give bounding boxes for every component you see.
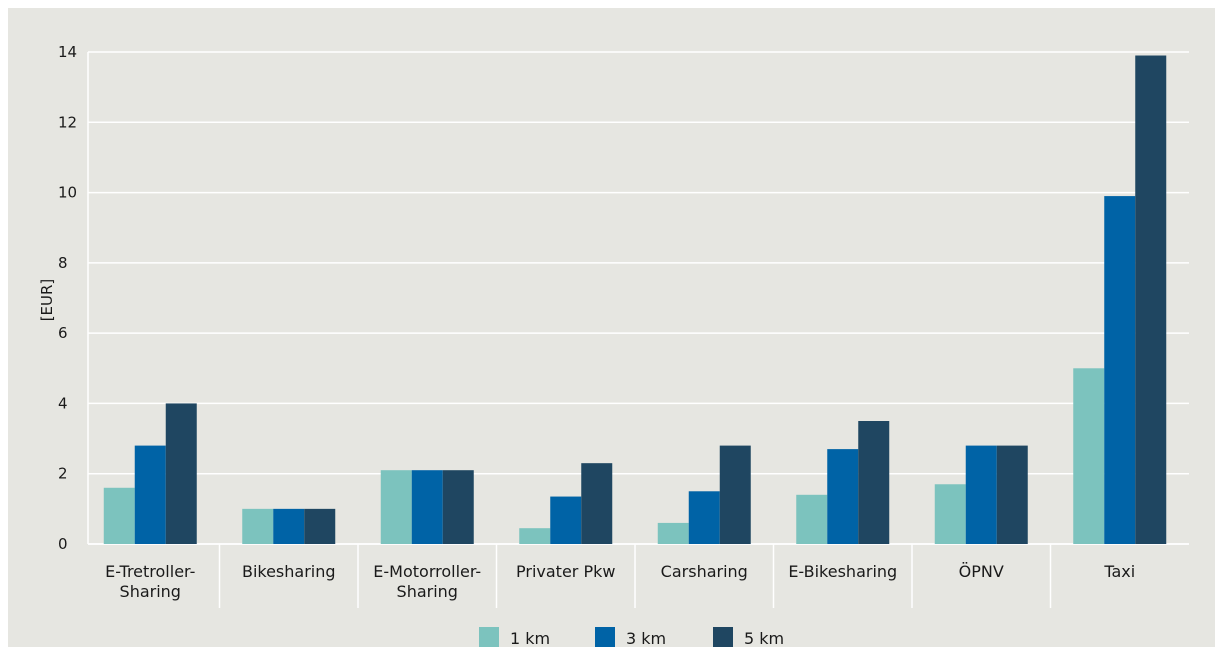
bar xyxy=(827,449,859,544)
bar xyxy=(304,508,336,544)
x-tick-label: Bikesharing xyxy=(242,562,336,581)
bar xyxy=(796,494,828,544)
bar xyxy=(934,484,966,544)
bar xyxy=(688,491,720,544)
bar xyxy=(965,445,997,544)
bar xyxy=(657,522,689,544)
legend-swatch xyxy=(479,627,499,647)
legend-label: 5 km xyxy=(744,629,784,647)
bar xyxy=(719,445,751,544)
bar xyxy=(103,487,135,544)
x-tick-label: E-Motorroller- xyxy=(373,562,481,581)
bar xyxy=(442,470,474,544)
y-tick-label: 12 xyxy=(58,113,77,131)
bar xyxy=(273,508,305,544)
bars xyxy=(103,55,1167,545)
y-tick-label: 8 xyxy=(58,254,68,272)
x-tick-label: Carsharing xyxy=(661,562,748,581)
x-tick-label: E-Bikesharing xyxy=(788,562,897,581)
bar xyxy=(1073,368,1105,544)
y-tick-label: 4 xyxy=(58,394,68,412)
bar xyxy=(165,403,197,544)
legend-swatch xyxy=(595,627,615,647)
bar xyxy=(858,421,890,544)
bar xyxy=(581,463,613,544)
bar xyxy=(996,445,1028,544)
x-tick-label: Taxi xyxy=(1103,562,1135,581)
y-tick-label: 0 xyxy=(58,535,68,553)
bar xyxy=(519,528,551,544)
bar xyxy=(134,445,166,544)
x-tick-label: Sharing xyxy=(120,582,181,601)
legend-swatch xyxy=(713,627,733,647)
legend-label: 3 km xyxy=(626,629,666,647)
bar xyxy=(1135,55,1167,545)
y-axis-ticks: 0 2 4 6 8 10 12 14 xyxy=(58,43,77,553)
bar xyxy=(550,496,582,544)
bar xyxy=(411,470,443,544)
y-axis-label: [EUR] xyxy=(38,279,56,322)
x-tick-label: Privater Pkw xyxy=(516,562,615,581)
y-tick-label: 6 xyxy=(58,324,68,342)
y-tick-label: 10 xyxy=(58,184,77,202)
y-tick-label: 2 xyxy=(58,465,68,483)
bar xyxy=(1104,196,1136,545)
y-tick-label: 14 xyxy=(58,43,77,61)
chart-panel: 0 2 4 6 8 10 12 14 [EUR] E-Tretroller- Sharing Bi… xyxy=(8,8,1215,647)
x-tick-label: ÖPNV xyxy=(959,562,1004,581)
bar xyxy=(380,470,412,544)
legend: 1 km 3 km 5 km xyxy=(479,627,784,647)
legend-label: 1 km xyxy=(510,629,550,647)
bar xyxy=(242,508,274,544)
x-tick-label: E-Tretroller- xyxy=(105,562,195,581)
x-tick-label: Sharing xyxy=(397,582,458,601)
